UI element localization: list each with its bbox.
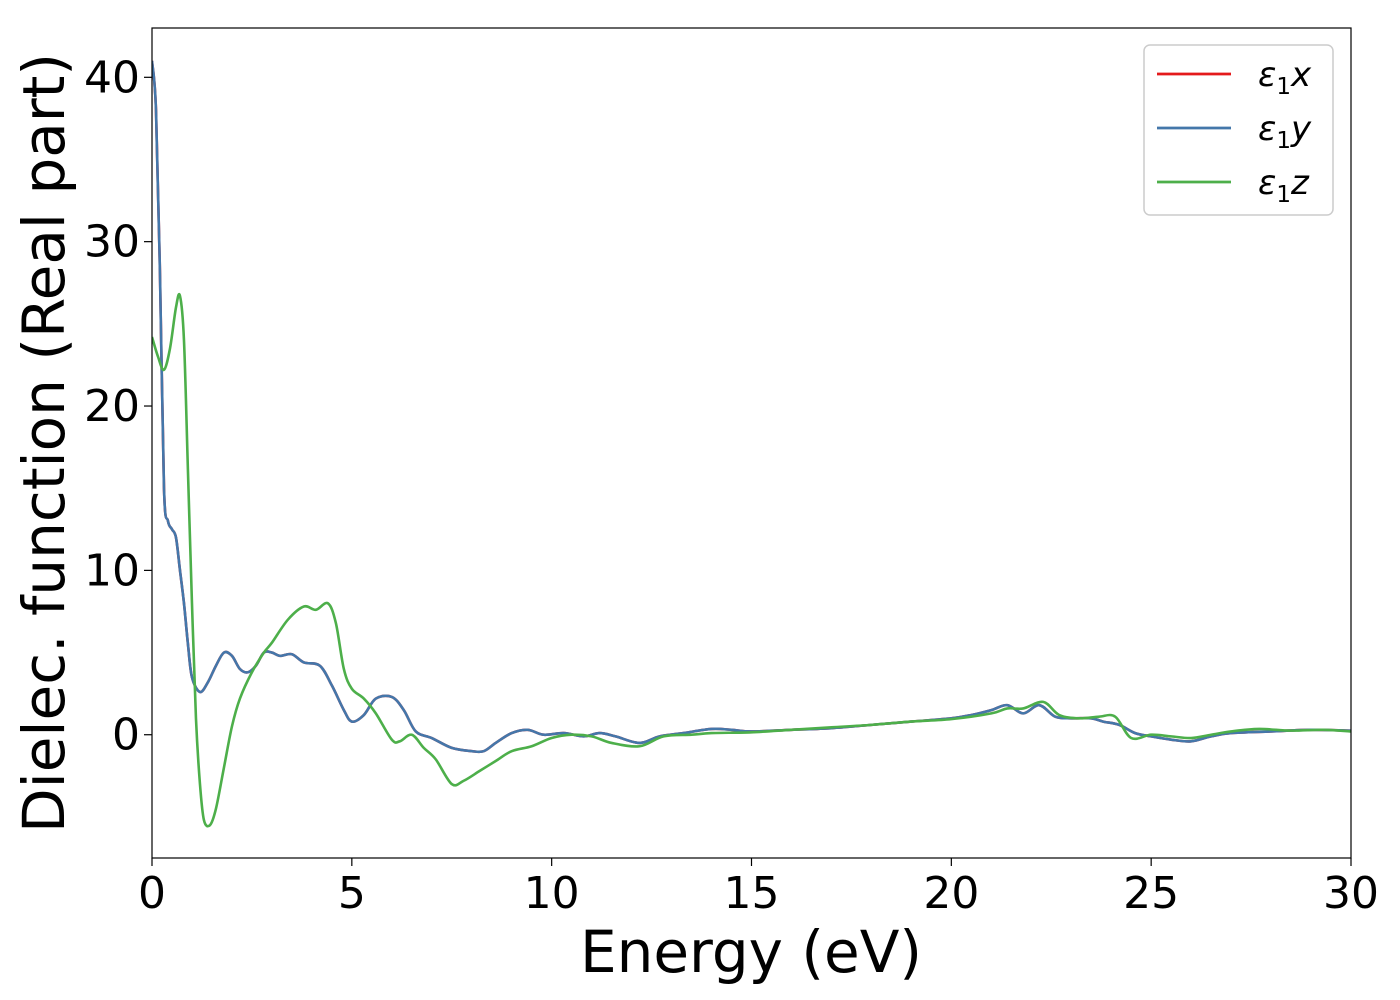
y-tick-label: 0 <box>112 710 140 761</box>
y-tick-label: 30 <box>84 217 140 268</box>
legend-label-z: ε1z <box>1258 163 1310 208</box>
y-tick-label: 40 <box>84 52 140 103</box>
series-line-y <box>152 60 1351 754</box>
y-tick-label: 10 <box>84 545 140 596</box>
x-tick-label: 10 <box>524 868 580 919</box>
x-tick-label: 15 <box>724 868 780 919</box>
legend: ε1x ε1y ε1z <box>1143 44 1334 216</box>
y-ticks: 0 10 20 30 40 <box>84 52 152 761</box>
x-tick-label: 0 <box>138 868 166 919</box>
x-axis-label: Energy (eV) <box>580 918 922 986</box>
x-tick-label: 5 <box>338 868 366 919</box>
legend-label-x: ε1x <box>1258 55 1312 100</box>
series-line-z <box>152 292 1351 828</box>
x-tick-label: 25 <box>1123 868 1179 919</box>
legend-box <box>1143 44 1334 216</box>
x-tick-label: 20 <box>923 868 979 919</box>
y-tick-label: 20 <box>84 381 140 432</box>
series-layer <box>152 60 1351 828</box>
x-tick-label: 30 <box>1323 868 1379 919</box>
x-ticks: 0 5 10 15 20 25 30 <box>138 858 1379 919</box>
legend-label-y: ε1y <box>1258 109 1312 154</box>
y-axis-label: Dielec. function (Real part) <box>10 53 78 833</box>
